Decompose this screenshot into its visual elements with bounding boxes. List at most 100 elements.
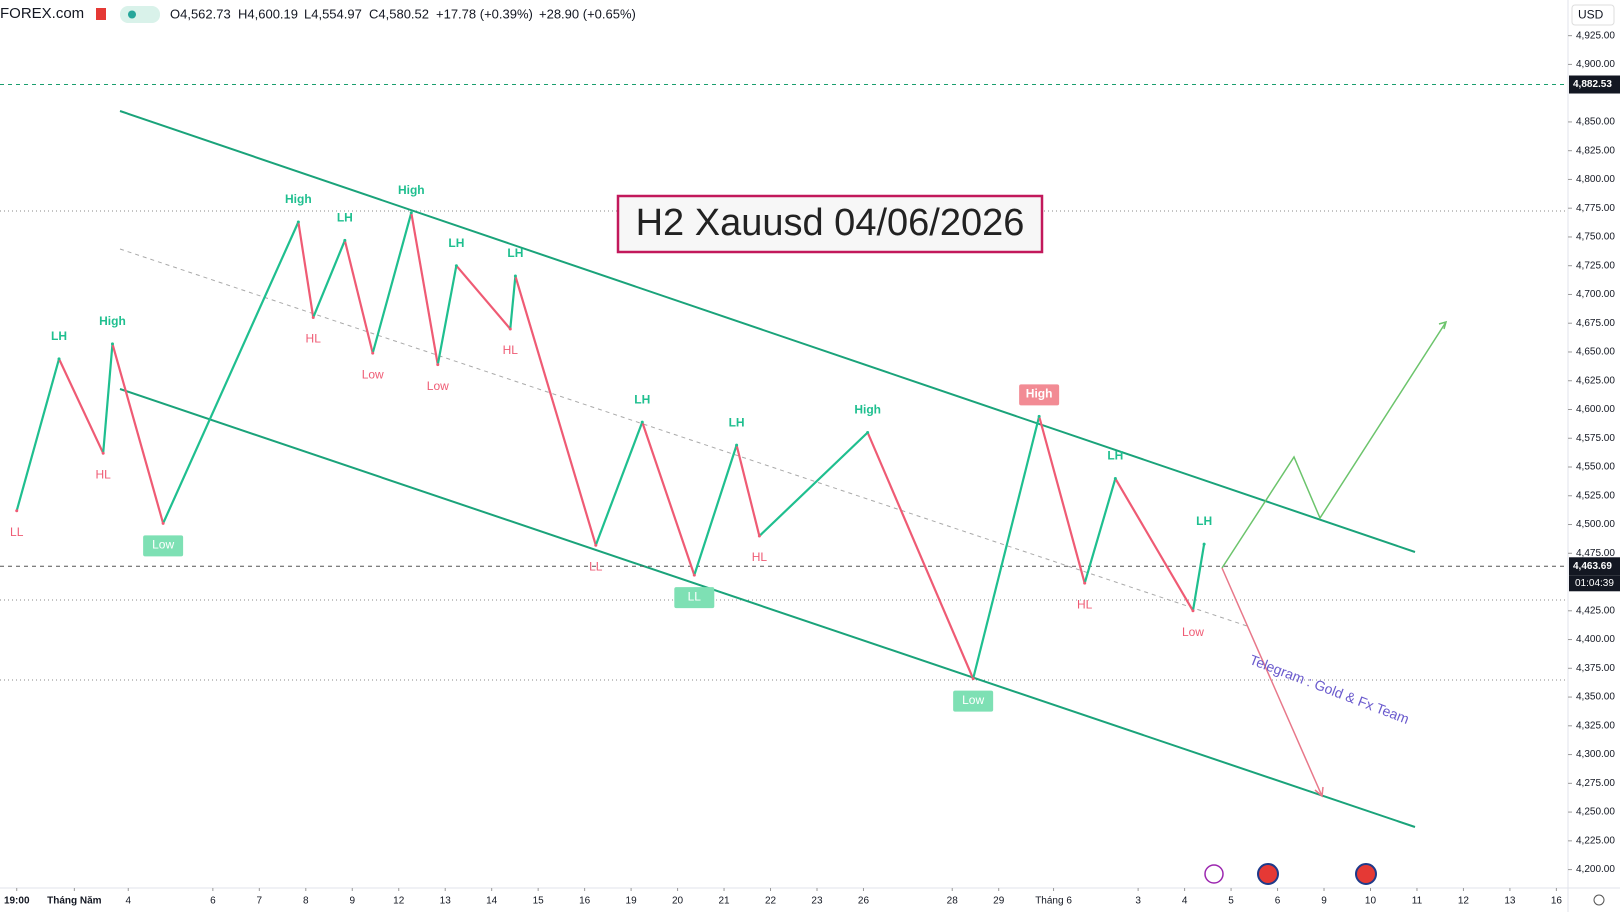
swing-segment — [514, 275, 597, 546]
x-tick-label: 6 — [210, 896, 216, 907]
y-tick-label: 4,825.00 — [1576, 145, 1615, 156]
plot: LL LH HL High Low High HL LH Low High Low LH HL LH LL L… — [0, 84, 1568, 712]
swing-segment — [371, 212, 413, 354]
x-tick-label: 29 — [993, 896, 1005, 907]
swing-segment — [1114, 477, 1194, 612]
swing-segment — [162, 221, 300, 524]
swing-segment — [594, 421, 644, 546]
y-tick-label: 4,775.00 — [1576, 203, 1615, 214]
swing-segment — [758, 431, 869, 537]
swing-segment — [15, 358, 61, 512]
flag-icon — [96, 8, 106, 20]
swing-label-box — [1019, 384, 1060, 406]
swing-label-box — [953, 690, 994, 712]
ohlc-change: +17.78 (+0.39%) — [436, 6, 533, 21]
y-tick-label: 4,725.00 — [1576, 260, 1615, 271]
x-tick-label: 22 — [765, 896, 777, 907]
y-tick-label: 4,625.00 — [1576, 375, 1615, 386]
swing-label: Low — [1182, 625, 1204, 639]
swing-point — [57, 357, 61, 361]
y-tick-label: 4,850.00 — [1576, 117, 1615, 128]
axes: 4,925.00 4,900.00 4,850.00 4,825.00 4,800.00… — [4, 30, 1620, 907]
event-icon[interactable] — [1204, 864, 1224, 884]
swing-point — [971, 677, 975, 681]
swing-point — [735, 443, 739, 447]
swing-point — [409, 211, 413, 215]
swing-label: Low — [152, 538, 174, 552]
x-tick-label: 16 — [1551, 896, 1563, 907]
swing-point — [594, 543, 598, 547]
x-tick-label: 5 — [1228, 896, 1234, 907]
swing-point — [513, 274, 517, 278]
x-tick-label: 15 — [533, 896, 545, 907]
ohlc-open: O4,562.73 — [170, 6, 231, 21]
x-tick-label: 13 — [440, 896, 452, 907]
ohlc-high: H4,600.19 — [238, 6, 298, 21]
y-tick-label: 4,550.00 — [1576, 462, 1615, 473]
swing-point — [1202, 542, 1206, 546]
swing-segment — [866, 432, 975, 680]
swing-label: LH — [51, 329, 67, 343]
price-badge — [1569, 75, 1620, 94]
y-tick-label: 4,350.00 — [1576, 692, 1615, 703]
price-badge-label: 4,463.69 — [1573, 561, 1612, 572]
swing-point — [508, 327, 512, 331]
x-tick-label: 12 — [1458, 896, 1470, 907]
event-icon[interactable] — [1257, 863, 1279, 885]
y-tick-label: 4,400.00 — [1576, 634, 1615, 645]
swing-point — [371, 351, 375, 355]
swing-label: LH — [1107, 449, 1123, 463]
y-tick-label: 4,750.00 — [1576, 232, 1615, 243]
price-badge — [1569, 557, 1620, 576]
x-tick-label: 6 — [1275, 896, 1281, 907]
x-tick-label: 11 — [1412, 896, 1423, 907]
swing-label-box — [143, 535, 184, 557]
swing-label: High — [99, 314, 126, 328]
swing-label: High — [854, 403, 881, 417]
y-tick-label: 4,700.00 — [1576, 289, 1615, 300]
swing-label: High — [1026, 387, 1053, 401]
swing-label: High — [398, 183, 425, 197]
swing-segment — [1083, 478, 1117, 584]
swing-point — [866, 430, 870, 434]
swing-label: HL — [752, 550, 768, 564]
y-tick-label: 4,425.00 — [1576, 605, 1615, 616]
settings-icon[interactable] — [1593, 894, 1605, 906]
swing-label: LL — [688, 589, 702, 603]
x-tick-label: 28 — [947, 896, 959, 907]
x-tick-label: 4 — [125, 896, 131, 907]
swing-point — [311, 315, 315, 319]
swing-label: HL — [503, 343, 519, 357]
currency-box[interactable] — [1571, 4, 1615, 26]
swing-segment — [111, 343, 165, 524]
x-tick-label: 14 — [486, 896, 498, 907]
swing-segment — [1038, 416, 1086, 584]
x-tick-label: Tháng Năm — [47, 896, 102, 907]
x-tick-label: 10 — [1365, 896, 1377, 907]
swing-label-box — [674, 587, 715, 609]
currency[interactable]: USD — [1578, 8, 1604, 22]
arrow-head — [1438, 320, 1448, 330]
x-tick-label: 19 — [626, 896, 638, 907]
x-tick-label: 19:00 — [4, 896, 30, 907]
x-tick-label: 3 — [1135, 896, 1141, 907]
swing-segment — [410, 212, 439, 365]
x-tick-label: 7 — [257, 896, 263, 907]
event-icon[interactable] — [1355, 863, 1377, 885]
y-tick-label: 4,575.00 — [1576, 433, 1615, 444]
channel-mid — [119, 248, 1251, 628]
swing-segment — [343, 240, 374, 354]
swing-segment — [509, 275, 517, 330]
y-tick-label: 4,600.00 — [1576, 404, 1615, 415]
x-tick-label: 16 — [579, 896, 591, 907]
y-tick-label: 4,900.00 — [1576, 59, 1615, 70]
ohlc-close: C4,580.52 — [369, 6, 429, 21]
swing-point — [1083, 581, 1087, 585]
x-tick-label: 8 — [303, 896, 309, 907]
swing-point — [296, 220, 300, 224]
chart-title: H2 Xauusd 04/06/2026 — [636, 202, 1025, 244]
x-tick-label: 4 — [1182, 896, 1188, 907]
